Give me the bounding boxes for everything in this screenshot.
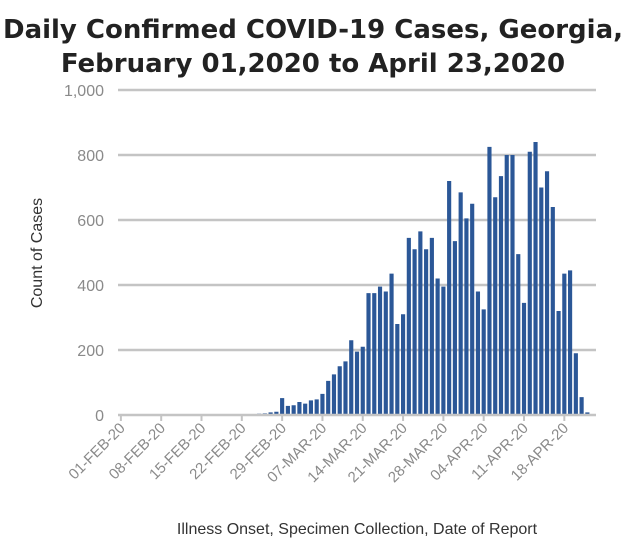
y-tick-label: 800 [77,148,104,165]
bar [366,293,371,416]
bar [389,273,394,416]
bar [308,400,313,416]
bar [360,346,365,415]
bar [556,311,561,415]
bar [406,237,411,416]
bar [424,249,429,415]
bar [464,218,469,416]
bar [401,314,406,415]
bar [475,291,481,415]
bar [458,192,463,415]
bar [280,398,285,415]
x-axis-ticks: 01-FEB-2008-FEB-2015-FEB-2022-FEB-2029-F… [65,415,572,486]
y-tick-label: 600 [77,213,104,230]
y-axis-ticks: 0 200 400 600 800 1,000 [64,83,104,425]
bar [544,171,550,415]
bar [320,393,325,416]
bar [268,412,273,415]
x-axis-label: Illness Onset, Specimen Collection, Date… [177,521,538,538]
y-tick-label: 1,000 [64,83,104,100]
bar [487,146,492,416]
bar [441,286,446,416]
bar [504,155,509,415]
bar [274,411,279,415]
bar [447,181,452,415]
bar [337,366,342,415]
bar [481,309,486,416]
bar [585,412,590,415]
chart-title-line1: Daily Confirmed COVID-19 Cases, Georgia, [3,15,623,45]
bar [516,254,521,416]
bar [510,155,515,415]
bar [533,142,538,415]
bar [498,176,504,416]
bar [331,374,337,416]
bar [377,286,383,416]
bar [303,403,308,416]
bar [326,380,331,416]
chart-title-line2: February 01,2020 to April 23,2020 [61,49,565,79]
bar [527,151,532,415]
bar [579,397,584,416]
bar [521,302,527,416]
y-tick-label: 400 [77,278,104,295]
y-axis-label: Count of Cases [29,198,46,308]
bar [470,203,475,415]
bar [354,351,360,416]
bar [297,402,302,415]
bar [562,273,567,416]
bar [568,270,573,416]
bar [418,231,423,415]
bar [383,291,388,415]
bar [395,324,400,415]
bar [343,361,348,416]
bar [550,207,555,415]
bar [412,249,417,415]
bar [573,353,578,415]
bar [539,187,544,415]
bar [349,340,354,415]
bar [314,399,319,415]
y-tick-label: 0 [95,408,104,425]
bar [435,278,440,415]
y-tick-label: 200 [77,343,104,360]
bar [429,237,434,416]
bars [239,142,590,416]
bar [372,293,377,416]
bar [291,405,296,415]
bar [452,241,457,416]
bar [493,197,498,415]
bar [285,405,290,415]
